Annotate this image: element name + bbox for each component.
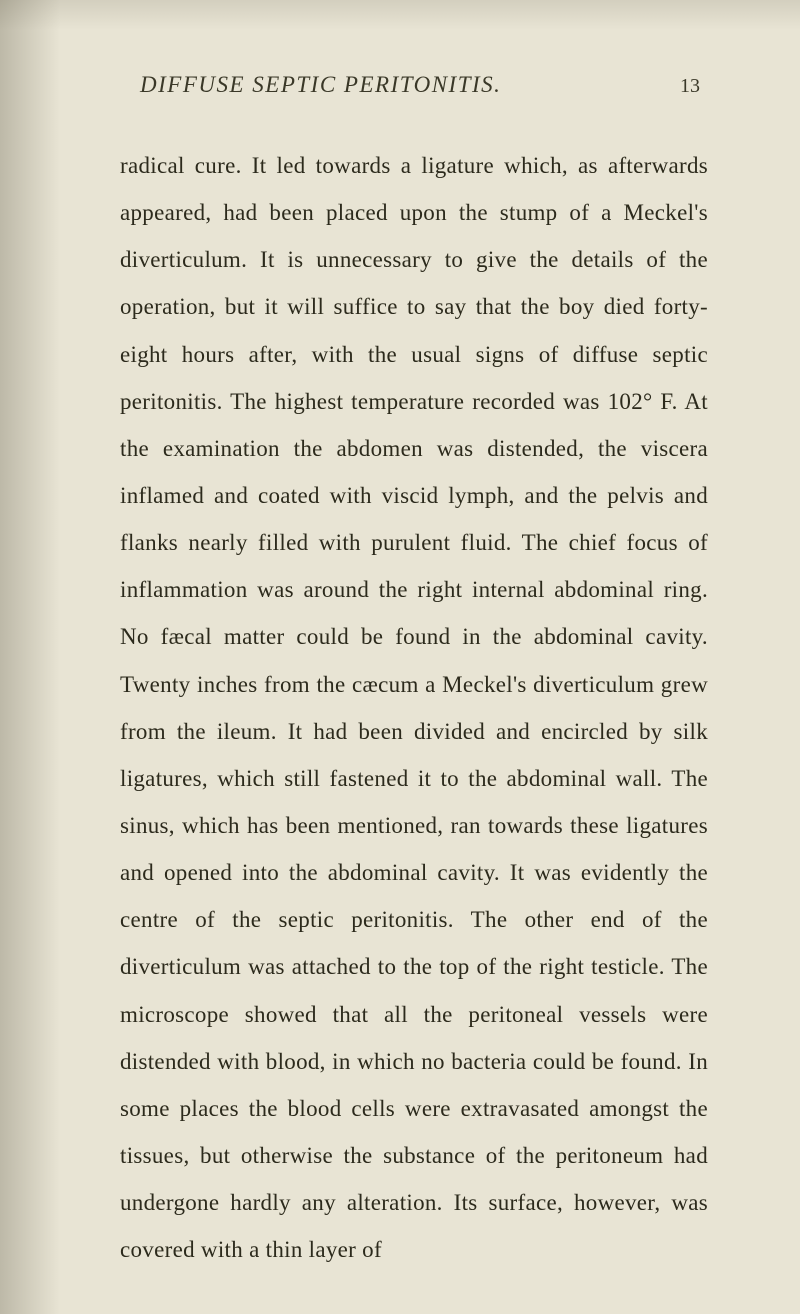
body-text: radical cure. It led towards a ligature … <box>120 142 708 1273</box>
page-header: DIFFUSE SEPTIC PERITONITIS. 13 <box>120 72 708 98</box>
page-number: 13 <box>680 75 700 98</box>
page-container: DIFFUSE SEPTIC PERITONITIS. 13 radical c… <box>0 0 800 1314</box>
running-title: DIFFUSE SEPTIC PERITONITIS. <box>140 72 501 98</box>
